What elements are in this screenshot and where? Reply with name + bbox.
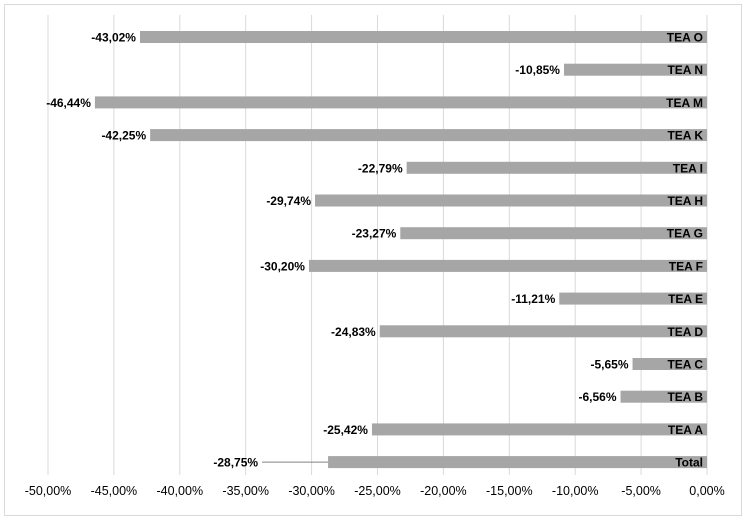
data-label: -5,65% [591,358,629,372]
category-label: TEA N [667,63,703,77]
category-label: TEA I [673,161,703,175]
data-label: -6,56% [579,390,617,404]
bar [315,194,707,207]
x-tick-label: -15,00% [486,484,533,498]
bar [94,96,708,109]
x-tick-label: -25,00% [354,484,401,498]
x-tick-label: -20,00% [420,484,467,498]
category-label: TEA M [666,96,703,110]
bar [139,31,707,43]
bar-chart: TEA O -43,02% TEA N -10,85% TEA M -46,44% TEA … [25,15,725,498]
category-label: TEA G [667,227,703,241]
x-tick-label: -50,00% [25,484,72,498]
bar [559,292,707,305]
data-label: -46,44% [46,96,91,110]
bar [328,456,707,469]
x-tick-label: -30,00% [288,484,335,498]
data-label: -22,79% [358,161,403,175]
category-label: TEA K [667,129,703,143]
bar [563,63,707,76]
data-label: -23,27% [352,227,397,241]
category-label: Total [675,456,703,470]
labels: TEA O -43,02% TEA N -10,85% TEA M -46,44% TEA … [46,31,703,470]
bar [406,161,707,174]
chart-frame: TEA O -43,02% TEA N -10,85% TEA M -46,44% TEA … [4,4,742,516]
bar [371,423,707,436]
category-label: TEA H [667,194,703,208]
x-tick-label: -35,00% [222,484,269,498]
data-label: -24,83% [331,325,376,339]
x-tick-label: -5,00% [621,484,661,498]
bar [620,390,707,403]
x-tick-label: -45,00% [91,484,138,498]
category-label: TEA O [667,31,703,45]
category-label: TEA A [668,423,703,437]
data-label: -29,74% [266,194,311,208]
data-label: -43,02% [91,31,136,45]
data-label: -28,75% [213,456,258,470]
bar [632,358,707,370]
x-tick-label: -40,00% [157,484,204,498]
bars [94,31,708,469]
data-label: -25,42% [323,423,368,437]
bar [379,325,707,338]
category-label: TEA B [667,390,703,404]
category-label: TEA C [667,358,703,372]
x-tick-label: 0,00% [689,484,724,498]
bar [400,227,707,240]
data-label: -42,25% [101,129,146,143]
category-label: TEA F [669,259,703,273]
bar [150,129,707,142]
data-label: -30,20% [260,259,305,273]
x-axis-ticks: -50,00% -45,00% -40,00% -35,00% -30,00% -25,0… [25,484,725,498]
grid-lines [47,15,708,475]
x-tick-label: -10,00% [552,484,599,498]
category-label: TEA E [668,292,703,306]
category-label: TEA D [667,325,703,339]
data-label: -11,21% [511,292,555,306]
bar [308,259,707,272]
data-label: -10,85% [515,63,560,77]
